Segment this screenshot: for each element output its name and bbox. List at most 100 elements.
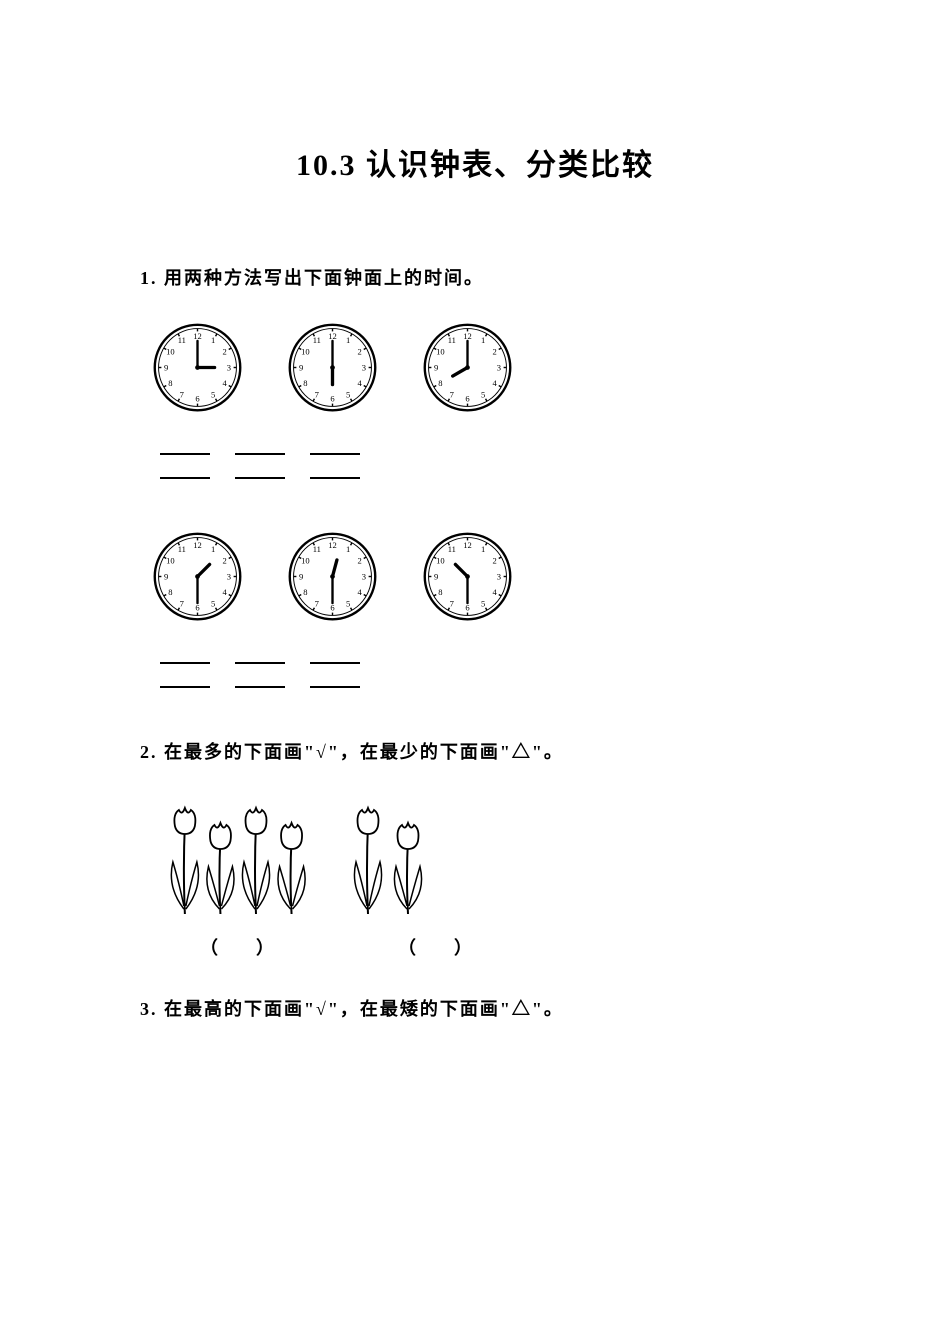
clock-2: 123456789101112 <box>285 320 380 415</box>
answer-blank <box>310 668 360 688</box>
blank-group-1 <box>140 435 810 479</box>
svg-text:11: 11 <box>178 335 186 345</box>
svg-text:3: 3 <box>362 362 366 372</box>
svg-text:3: 3 <box>497 571 501 581</box>
svg-text:1: 1 <box>211 544 215 554</box>
answer-blank <box>235 435 285 455</box>
clock-4: 123456789101112 <box>150 529 245 624</box>
answer-blank <box>235 668 285 688</box>
svg-text:3: 3 <box>362 571 366 581</box>
svg-text:10: 10 <box>301 556 310 566</box>
q1-number: 1. <box>140 268 158 288</box>
svg-text:12: 12 <box>463 540 472 550</box>
paren-2: （ ） <box>398 934 476 960</box>
svg-text:7: 7 <box>450 389 455 399</box>
svg-text:1: 1 <box>211 335 215 345</box>
answer-blank <box>235 459 285 479</box>
answer-blank <box>310 459 360 479</box>
svg-text:12: 12 <box>463 331 472 341</box>
svg-text:11: 11 <box>313 335 321 345</box>
svg-text:8: 8 <box>303 587 307 597</box>
answer-blank <box>160 435 210 455</box>
clock-1: 123456789101112 <box>150 320 245 415</box>
svg-text:7: 7 <box>180 389 185 399</box>
svg-text:11: 11 <box>313 544 321 554</box>
svg-text:10: 10 <box>166 347 175 357</box>
clock-3: 123456789101112 <box>420 320 515 415</box>
q3-text: 在最高的下面画"√"，在最矮的下面画"△"。 <box>164 999 564 1019</box>
svg-text:2: 2 <box>493 556 497 566</box>
svg-text:10: 10 <box>436 556 445 566</box>
svg-text:11: 11 <box>448 544 456 554</box>
blank-row <box>140 668 810 688</box>
answer-blank <box>310 644 360 664</box>
svg-text:4: 4 <box>358 587 363 597</box>
svg-text:8: 8 <box>168 587 172 597</box>
q3-number: 3. <box>140 999 158 1019</box>
svg-text:7: 7 <box>450 598 455 608</box>
answer-blank <box>310 435 360 455</box>
answer-blank <box>160 644 210 664</box>
svg-text:5: 5 <box>481 389 485 399</box>
svg-text:12: 12 <box>193 540 202 550</box>
svg-text:4: 4 <box>493 378 498 388</box>
paren-1: （ ） <box>200 934 278 960</box>
blank-group-2 <box>140 644 810 688</box>
answer-blank <box>235 644 285 664</box>
blank-row <box>140 435 810 455</box>
svg-text:6: 6 <box>330 394 335 404</box>
paren-row: （ ） （ ） <box>140 934 810 960</box>
clock-row-2: 123456789101112 123456789101112 12345678… <box>140 529 810 624</box>
svg-text:9: 9 <box>164 571 168 581</box>
q1-text: 用两种方法写出下面钟面上的时间。 <box>164 268 484 288</box>
svg-text:7: 7 <box>315 389 320 399</box>
flower-group-2 <box>340 794 440 919</box>
svg-text:2: 2 <box>493 347 497 357</box>
question-3: 3. 在最高的下面画"√"，在最矮的下面画"△"。 <box>140 995 810 1021</box>
svg-text:4: 4 <box>493 587 498 597</box>
blank-row <box>140 459 810 479</box>
svg-text:2: 2 <box>223 347 227 357</box>
q2-number: 2. <box>140 742 158 762</box>
svg-text:8: 8 <box>438 587 442 597</box>
svg-text:9: 9 <box>434 571 438 581</box>
answer-blank <box>160 668 210 688</box>
page-title: 10.3 认识钟表、分类比较 <box>140 140 810 184</box>
clock-row-1: 123456789101112 123456789101112 12345678… <box>140 320 810 415</box>
svg-text:5: 5 <box>346 598 350 608</box>
svg-text:3: 3 <box>227 362 231 372</box>
svg-text:1: 1 <box>481 544 485 554</box>
svg-text:9: 9 <box>434 362 438 372</box>
svg-text:8: 8 <box>303 378 307 388</box>
blank-row <box>140 644 810 664</box>
svg-text:12: 12 <box>328 540 337 550</box>
question-2: 2. 在最多的下面画"√"，在最少的下面画"△"。 <box>140 738 810 764</box>
svg-text:8: 8 <box>438 378 442 388</box>
svg-text:4: 4 <box>358 378 363 388</box>
svg-text:3: 3 <box>497 362 501 372</box>
clock-5: 123456789101112 <box>285 529 380 624</box>
svg-text:4: 4 <box>223 587 228 597</box>
svg-text:11: 11 <box>448 335 456 345</box>
svg-text:5: 5 <box>346 389 350 399</box>
question-1: 1. 用两种方法写出下面钟面上的时间。 <box>140 264 810 290</box>
svg-text:5: 5 <box>211 598 215 608</box>
svg-text:5: 5 <box>211 389 215 399</box>
svg-text:2: 2 <box>358 556 362 566</box>
svg-text:2: 2 <box>223 556 227 566</box>
svg-text:7: 7 <box>180 598 185 608</box>
svg-text:9: 9 <box>164 362 168 372</box>
svg-text:5: 5 <box>481 598 485 608</box>
svg-text:10: 10 <box>166 556 175 566</box>
svg-text:1: 1 <box>346 544 350 554</box>
svg-text:3: 3 <box>227 571 231 581</box>
svg-text:6: 6 <box>465 394 470 404</box>
svg-text:12: 12 <box>193 331 202 341</box>
flowers-container <box>140 794 810 919</box>
svg-text:10: 10 <box>436 347 445 357</box>
q2-text: 在最多的下面画"√"，在最少的下面画"△"。 <box>164 742 564 762</box>
svg-text:2: 2 <box>358 347 362 357</box>
svg-text:7: 7 <box>315 598 320 608</box>
clock-6: 123456789101112 <box>420 529 515 624</box>
svg-text:1: 1 <box>346 335 350 345</box>
